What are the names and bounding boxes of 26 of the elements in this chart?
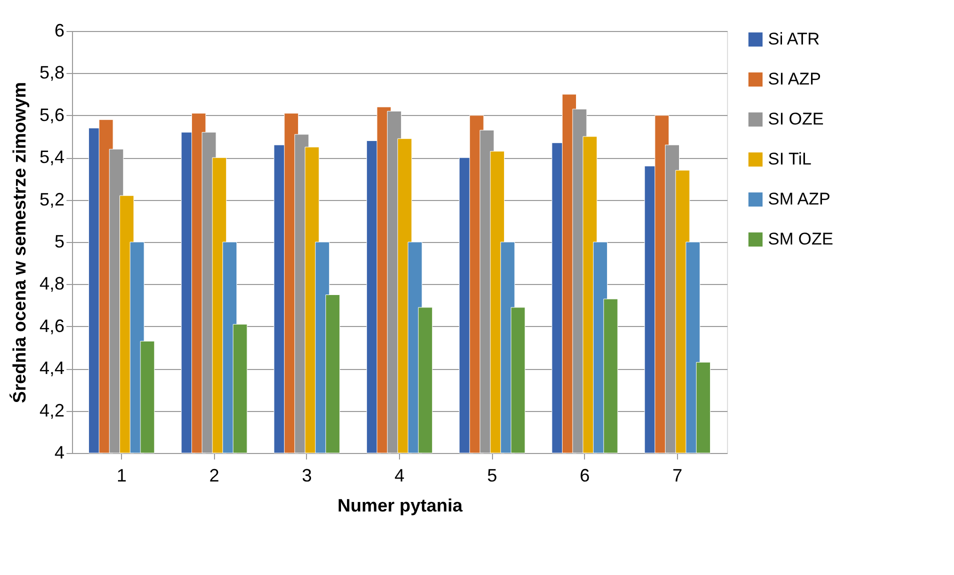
y-tick-label: 5,6 <box>39 104 64 125</box>
x-tick-label: 2 <box>209 466 220 486</box>
legend-label: SI OZE <box>768 110 824 128</box>
legend-label: SI AZP <box>768 70 821 88</box>
legend-label: SM OZE <box>768 230 834 248</box>
x-tick-label: 5 <box>487 466 498 486</box>
x-tick-label: 1 <box>116 466 127 486</box>
x-axis-title: Numer pytania <box>337 496 464 516</box>
x-tick-label: 3 <box>302 466 312 486</box>
y-tick-label: 5,4 <box>39 147 64 168</box>
x-tick-label: 6 <box>580 466 590 486</box>
legend-label: Si ATR <box>768 30 820 48</box>
y-tick-label: 5,8 <box>39 62 64 83</box>
y-tick-label: 4,6 <box>39 316 64 336</box>
y-tick-label: 6 <box>54 20 64 40</box>
y-tick-label: 4 <box>54 442 64 462</box>
x-tick-label: 7 <box>672 466 682 486</box>
y-tick-label: 4,2 <box>39 400 64 420</box>
y-tick-label: 4,4 <box>39 358 64 378</box>
y-tick-label: 5,2 <box>39 189 64 210</box>
legend-label: SM AZP <box>768 190 830 208</box>
legend-label: SI TiL <box>768 150 812 168</box>
y-tick-label: 5 <box>54 232 64 252</box>
y-tick-label: 4,8 <box>39 274 64 294</box>
y-axis-title: Średnia ocena w semestrze zimowym <box>9 82 30 404</box>
x-tick-label: 4 <box>394 466 405 486</box>
